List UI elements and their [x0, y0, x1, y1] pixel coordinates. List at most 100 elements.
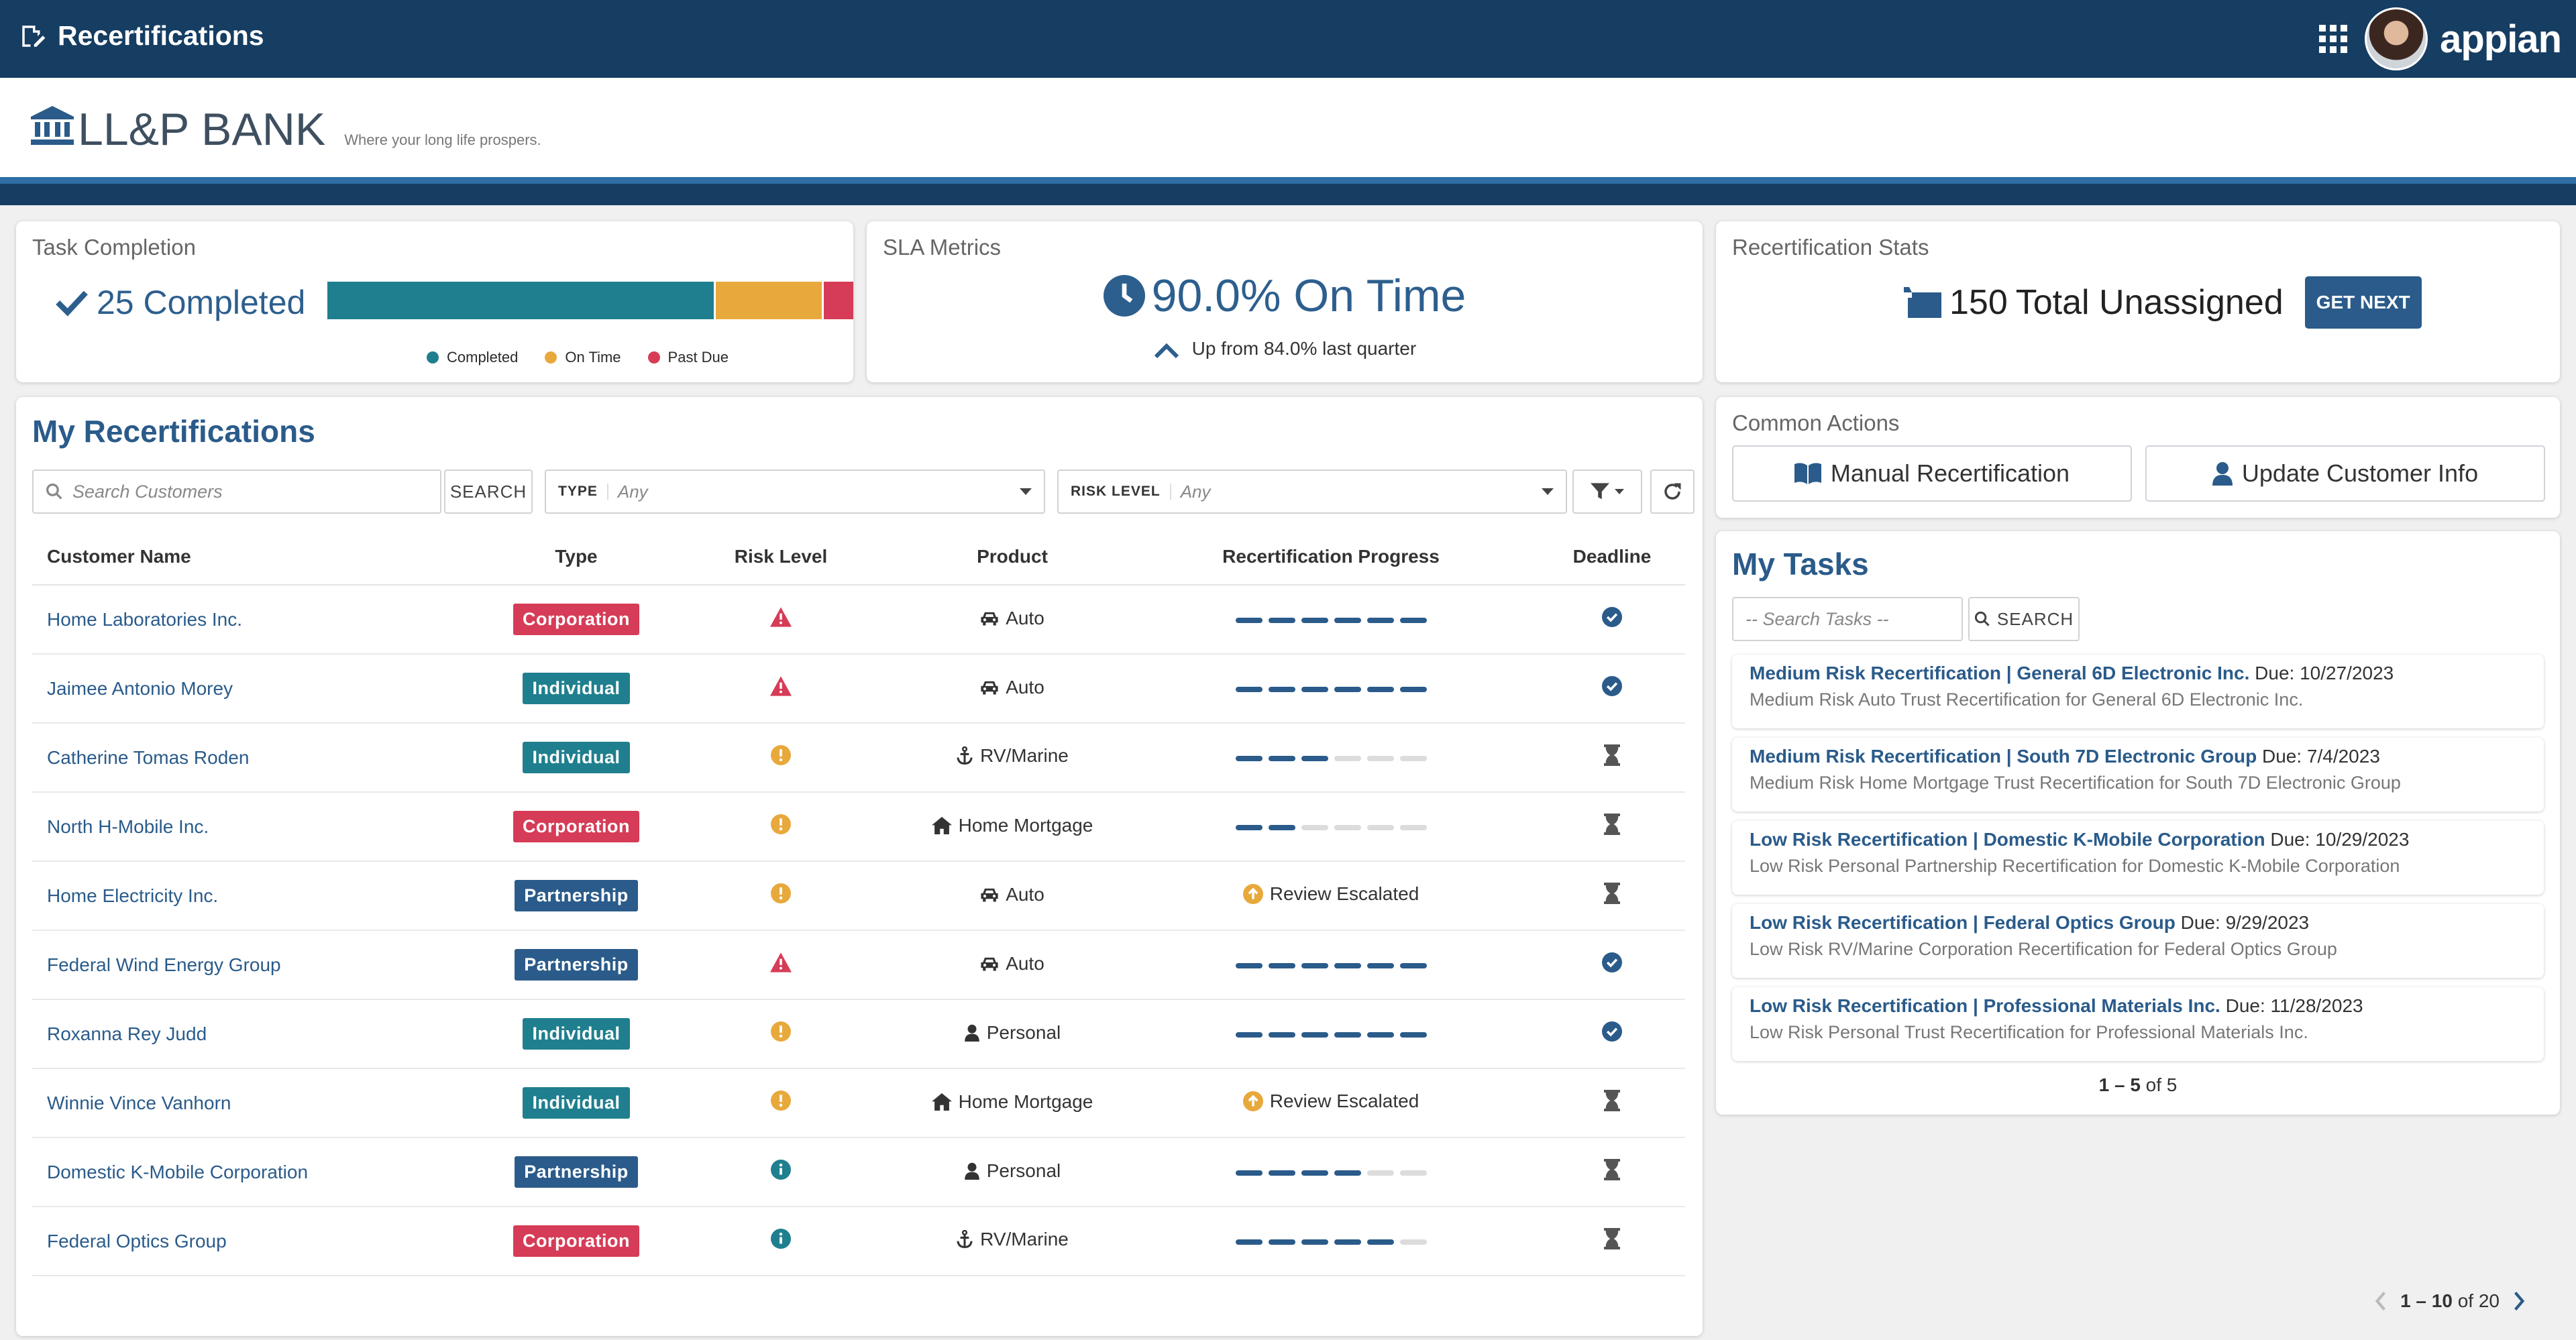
progress-steps: [1235, 1170, 1427, 1176]
task-card[interactable]: Low Risk Recertification | Domestic K-Mo…: [1732, 821, 2544, 895]
table-row[interactable]: Roxanna Rey Judd Individual Personal: [32, 999, 1685, 1069]
customer-name-link[interactable]: Winnie Vince Vanhorn: [47, 1092, 231, 1113]
progress-step-complete: [1268, 1032, 1295, 1038]
customer-name-link[interactable]: Federal Wind Energy Group: [47, 954, 281, 975]
risk-level-filter-dropdown[interactable]: RISK LEVEL Any: [1057, 469, 1567, 514]
chevron-left-icon[interactable]: [2375, 1291, 2387, 1311]
header-stripe: [0, 177, 2576, 205]
customer-search-input[interactable]: Search Customers: [32, 469, 441, 514]
task-title-link[interactable]: Low Risk Recertification | Professional …: [1750, 995, 2220, 1016]
product: Personal: [964, 1160, 1061, 1182]
customer-name-link[interactable]: Home Laboratories Inc.: [47, 608, 243, 630]
risk-level-cell: [660, 861, 902, 931]
review-escalated: Review Escalated: [1242, 1091, 1419, 1112]
progress-step-incomplete: [1301, 825, 1328, 831]
table-row[interactable]: Federal Optics Group Corporation RV/Marine: [32, 1207, 1685, 1276]
type-filter-value: Any: [617, 481, 648, 502]
customer-name-link[interactable]: Domestic K-Mobile Corporation: [47, 1161, 309, 1182]
table-row[interactable]: Domestic K-Mobile Corporation Partnership…: [32, 1137, 1685, 1207]
task-completion-card: Task Completion 25 Completed Completed O…: [16, 221, 853, 382]
column-header-risk-level[interactable]: Risk Level: [660, 528, 902, 585]
risk-level-cell: [660, 654, 902, 724]
manual-recertification-button[interactable]: Manual Recertification: [1732, 445, 2132, 502]
task-search-button[interactable]: SEARCH: [1968, 597, 2080, 641]
table-row[interactable]: Winnie Vince Vanhorn Individual Home Mortg…: [32, 1068, 1685, 1138]
column-header-recertification-progress[interactable]: Recertification Progress: [1123, 528, 1539, 585]
customer-name-link[interactable]: North H-Mobile Inc.: [47, 816, 209, 837]
customer-name-link[interactable]: Roxanna Rey Judd: [47, 1023, 207, 1044]
task-due-date: Due: 10/27/2023: [2255, 663, 2394, 683]
progress-step-complete: [1301, 963, 1328, 969]
product-cell: Auto: [902, 585, 1123, 655]
task-card[interactable]: Medium Risk Recertification | South 7D E…: [1732, 738, 2544, 812]
customer-name-link[interactable]: Federal Optics Group: [47, 1230, 227, 1251]
progress-cell: [1123, 1207, 1539, 1276]
alert-circle-icon: [771, 745, 791, 769]
warning-icon: [770, 607, 792, 631]
product-label: Auto: [1006, 953, 1044, 974]
progress-step-incomplete: [1399, 825, 1427, 831]
column-header-type[interactable]: Type: [492, 528, 660, 585]
deadline-cell: [1539, 999, 1685, 1069]
check-circle-icon: [1602, 1021, 1622, 1046]
table-row[interactable]: Home Laboratories Inc. Corporation Auto: [32, 585, 1685, 655]
product-label: Auto: [1006, 884, 1044, 905]
customer-name-link[interactable]: Catherine Tomas Roden: [47, 746, 250, 768]
task-title-link[interactable]: Low Risk Recertification | Domestic K-Mo…: [1750, 829, 2265, 850]
recertifications-pager: 1 – 10 of 20: [2375, 1290, 2525, 1312]
progress-step-incomplete: [1399, 1170, 1427, 1176]
task-card[interactable]: Medium Risk Recertification | General 6D…: [1732, 655, 2544, 728]
column-header-customer-name[interactable]: Customer Name: [32, 528, 492, 585]
task-title-link[interactable]: Medium Risk Recertification | South 7D E…: [1750, 746, 2257, 767]
user-avatar[interactable]: [2365, 7, 2428, 70]
home-icon: [931, 1093, 952, 1111]
type-filter-label: TYPE: [558, 484, 608, 500]
customer-search-button[interactable]: SEARCH: [444, 469, 533, 514]
task-card[interactable]: Low Risk Recertification | Federal Optic…: [1732, 904, 2544, 978]
app-title[interactable]: Recertifications: [19, 20, 264, 52]
task-title-link[interactable]: Low Risk Recertification | Federal Optic…: [1750, 912, 2176, 933]
chevron-down-icon: [1020, 488, 1032, 495]
table-row[interactable]: North H-Mobile Inc. Corporation Home Mortg…: [32, 792, 1685, 862]
customer-name-cell: Home Electricity Inc.: [32, 861, 492, 931]
sla-metrics-card: SLA Metrics 90.0% On Time Up from 84.0% …: [867, 221, 1703, 382]
progress-cell: [1123, 999, 1539, 1069]
get-next-button[interactable]: GET NEXT: [2304, 276, 2422, 329]
column-header-product[interactable]: Product: [902, 528, 1123, 585]
risk-level-cell: [660, 1068, 902, 1138]
table-row[interactable]: Home Electricity Inc. Partnership Auto Revi…: [32, 861, 1685, 931]
column-header-deadline[interactable]: Deadline: [1539, 528, 1685, 585]
task-search-input[interactable]: -- Search Tasks --: [1732, 597, 1963, 641]
appian-logo: appian: [2440, 17, 2562, 61]
task-title-line: Medium Risk Recertification | South 7D E…: [1750, 746, 2526, 767]
task-due-date: Due: 7/4/2023: [2261, 746, 2380, 767]
customer-name-link[interactable]: Jaimee Antonio Morey: [47, 677, 233, 699]
progress-step-complete: [1366, 687, 1394, 693]
chevron-right-icon[interactable]: [2513, 1291, 2525, 1311]
my-recertifications-title: My Recertifications: [32, 414, 315, 449]
alert-circle-icon: [771, 814, 791, 838]
chevron-down-icon: [1542, 488, 1554, 495]
progress-step-complete: [1366, 963, 1394, 969]
product-cell: Auto: [902, 654, 1123, 724]
task-title-link[interactable]: Medium Risk Recertification | General 6D…: [1750, 663, 2250, 683]
unassigned-text: Total Unassigned: [2015, 283, 2284, 322]
filter-menu-button[interactable]: [1572, 469, 1642, 514]
task-title-line: Low Risk Recertification | Federal Optic…: [1750, 912, 2526, 934]
customer-name-link[interactable]: Home Electricity Inc.: [47, 885, 219, 906]
type-filter-dropdown[interactable]: TYPE Any: [545, 469, 1045, 514]
task-card[interactable]: Low Risk Recertification | Professional …: [1732, 987, 2544, 1061]
refresh-button[interactable]: [1650, 469, 1695, 514]
update-customer-info-button[interactable]: Update Customer Info: [2145, 445, 2545, 502]
app-grid-icon[interactable]: [2319, 25, 2348, 53]
refresh-icon: [1664, 483, 1681, 500]
deadline-cell: [1539, 861, 1685, 931]
table-row[interactable]: Jaimee Antonio Morey Individual Auto: [32, 654, 1685, 724]
table-row[interactable]: Catherine Tomas Roden Individual RV/Marine: [32, 723, 1685, 793]
customer-name-cell: Federal Optics Group: [32, 1207, 492, 1276]
progress-step-complete: [1399, 687, 1427, 693]
progress-step-complete: [1301, 618, 1328, 624]
progress-cell: [1123, 585, 1539, 655]
table-row[interactable]: Federal Wind Energy Group Partnership Auto: [32, 930, 1685, 1000]
product: Home Mortgage: [931, 815, 1093, 836]
